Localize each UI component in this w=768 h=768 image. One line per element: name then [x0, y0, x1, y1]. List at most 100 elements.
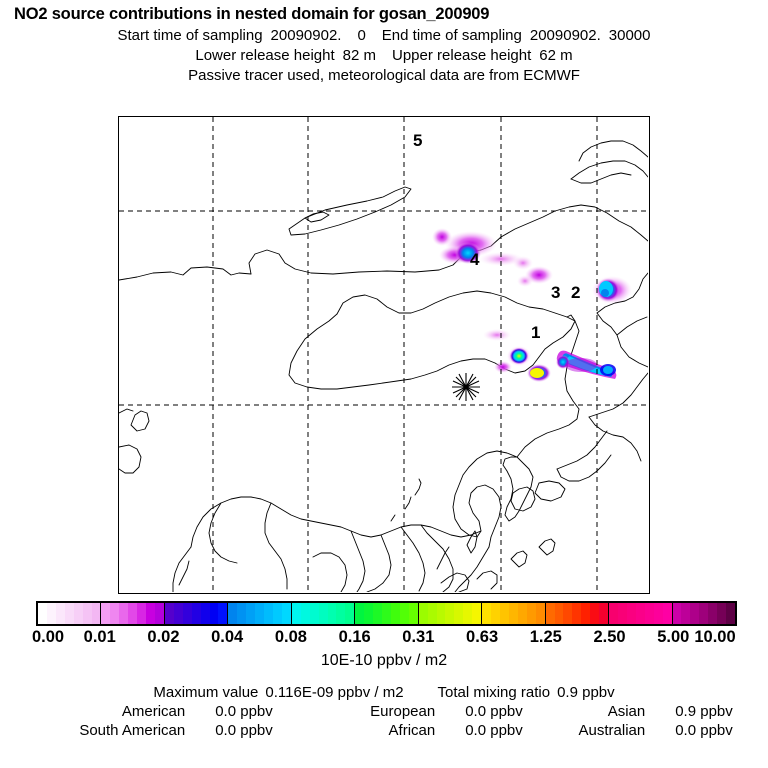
colorbar-segment-6: [418, 603, 483, 624]
colorbar-tick-1: 0.01: [83, 628, 116, 646]
colorbar-step-5-6: [408, 603, 418, 624]
colorbar-step-5-5: [399, 603, 409, 624]
colorbar-tick-10: 5.00: [657, 628, 690, 646]
colorbar-step-10-4: [708, 603, 718, 624]
footer-row-summary: Maximum value 0.116E-09 ppbv / m2 Total mi…: [0, 684, 768, 701]
end-time-label: End time of sampling: [381, 27, 522, 44]
colorbar-step-8-3: [572, 603, 582, 624]
colorbar-step-2-4: [200, 603, 210, 624]
colorbar-segment-9: [609, 603, 673, 624]
colorbar-step-10-2: [690, 603, 700, 624]
colorbar-step-6-6: [472, 603, 482, 624]
colorbar-segment-8: [545, 603, 610, 624]
colorbar-step-7-2: [500, 603, 509, 624]
colorbar-step-2-1: [173, 603, 183, 624]
south-american-value: 0.0 ppbv: [215, 722, 273, 739]
colorbar-step-9-1: [618, 603, 627, 624]
american-value: 0.0 ppbv: [215, 703, 273, 720]
colorbar-segment-1: [101, 603, 165, 624]
colorbar-step-5-2: [373, 603, 383, 624]
upper-release-height-label: Upper release height: [392, 47, 532, 64]
coastline-layer: [119, 140, 648, 592]
colorbar-step-9-4: [644, 603, 654, 624]
colorbar-segment-5: [355, 603, 419, 624]
colorbar-tick-9: 2.50: [593, 628, 626, 646]
colorbar-segment-3: [228, 603, 292, 624]
colorbar-step-10-5: [717, 603, 727, 624]
lower-release-height-value: 82 m: [342, 47, 376, 64]
colorbar-step-7-3: [508, 603, 518, 624]
colorbar-segment-4: [291, 603, 356, 624]
australian-label: Australian: [578, 722, 646, 739]
colorbar-step-0-1: [46, 603, 56, 624]
colorbar-step-9-0: [609, 603, 618, 624]
colorbar-step-8-0: [545, 603, 555, 624]
colorbar-step-0-5: [82, 603, 92, 624]
colorbar-step-0-6: [91, 603, 101, 624]
max-value-label: Maximum value: [153, 684, 259, 701]
map-label-1: 1: [531, 323, 541, 342]
colorbar-segment-2: [164, 603, 229, 624]
colorbar-step-3-3: [255, 603, 265, 624]
colorbar-step-2-5: [209, 603, 219, 624]
colorbar-step-5-3: [382, 603, 391, 624]
colorbar-step-7-6: [535, 603, 545, 624]
colorbar-step-7-4: [517, 603, 527, 624]
start-time-label: Start time of sampling: [117, 27, 263, 44]
colorbar-step-1-3: [128, 603, 138, 624]
colorbar: [36, 601, 737, 626]
footer-row-continents-1: American 0.0 ppbv European 0.0 ppbv Asian 0.9…: [0, 703, 768, 720]
colorbar-step-7-1: [491, 603, 501, 624]
map-label-4: 4: [470, 250, 480, 269]
colorbar-tick-6: 0.31: [402, 628, 435, 646]
colorbar-step-3-5: [272, 603, 282, 624]
african-label: African: [388, 722, 436, 739]
footer-statistics: Maximum value 0.116E-09 ppbv / m2 Total mi…: [0, 684, 768, 739]
south-american-label: South American: [79, 722, 186, 739]
colorbar-step-4-3: [318, 603, 328, 624]
colorbar-segment-7: [482, 603, 546, 624]
colorbar-tick-11: 10.00: [694, 628, 736, 646]
tracer-meteorology-note: Passive tracer used, meteorological data…: [188, 67, 580, 84]
colorbar-step-7-0: [482, 603, 492, 624]
colorbar-step-5-4: [390, 603, 400, 624]
colorbar-step-2-6: [218, 603, 228, 624]
colorbar-step-10-3: [699, 603, 709, 624]
map-label-5: 5: [413, 131, 423, 150]
total-mixing-ratio-label: Total mixing ratio: [437, 684, 551, 701]
colorbar-step-4-2: [309, 603, 319, 624]
colorbar-segment-10: [672, 603, 735, 624]
colorbar-segment-0: [38, 603, 102, 624]
sampling-time-line: Start time of sampling 20090902. 0 End time…: [0, 27, 768, 44]
total-mixing-ratio-value: 0.9 ppbv: [557, 684, 615, 701]
colorbar-step-0-0: [38, 603, 47, 624]
colorbar-step-6-5: [463, 603, 473, 624]
start-date-value: 20090902.: [270, 27, 342, 44]
colorbar-step-2-2: [182, 603, 192, 624]
colorbar-step-6-4: [454, 603, 464, 624]
map-plot-area: 5 4 3 2 1: [118, 116, 650, 594]
colorbar-tick-5: 0.16: [338, 628, 371, 646]
colorbar-tick-labels: 0.00 0.01 0.02 0.04 0.08 0.16 0.31 0.63 1.25 2.50…: [0, 628, 768, 650]
map-label-3: 3: [551, 283, 561, 302]
colorbar-tick-7: 0.63: [466, 628, 499, 646]
colorbar-step-8-4: [581, 603, 591, 624]
colorbar-step-10-0: [672, 603, 682, 624]
colorbar-step-8-2: [563, 603, 573, 624]
colorbar-tick-2: 0.02: [147, 628, 180, 646]
colorbar-step-5-0: [355, 603, 365, 624]
colorbar-tick-8: 1.25: [529, 628, 562, 646]
colorbar-step-1-1: [110, 603, 120, 624]
european-value: 0.0 ppbv: [465, 703, 523, 720]
african-value: 0.0 ppbv: [465, 722, 523, 739]
release-site-asterisk: [452, 373, 480, 401]
colorbar-step-0-4: [73, 603, 83, 624]
colorbar-step-8-1: [554, 603, 564, 624]
european-label: European: [370, 703, 436, 720]
colorbar-step-6-1: [427, 603, 437, 624]
colorbar-step-3-0: [228, 603, 238, 624]
colorbar-step-0-3: [64, 603, 74, 624]
grid-lines: [119, 117, 648, 592]
colorbar-step-1-4: [137, 603, 147, 624]
colorbar-step-2-0: [164, 603, 174, 624]
